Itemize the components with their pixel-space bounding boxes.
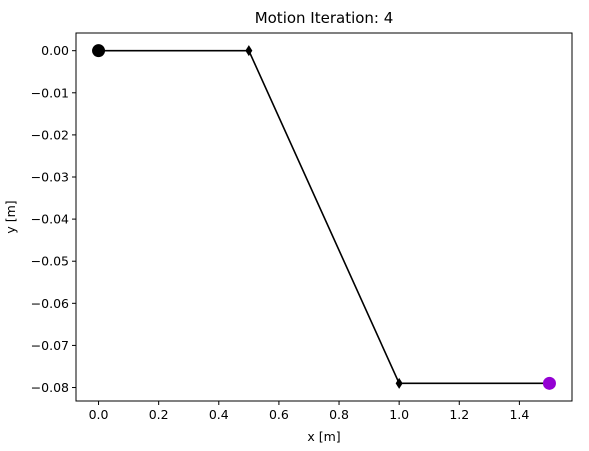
x-tick-label: 0.8 — [329, 407, 349, 422]
x-tick-label: 0.4 — [209, 407, 229, 422]
y-tick-label: −0.03 — [31, 170, 69, 185]
y-tick-label: −0.07 — [31, 338, 69, 353]
joint-point — [395, 377, 403, 389]
y-tick-label: −0.04 — [31, 212, 69, 227]
y-axis-label: y [m] — [3, 200, 18, 233]
y-tick-label: −0.02 — [31, 127, 69, 142]
end-effector-point — [542, 376, 556, 390]
base-point — [92, 44, 106, 58]
chart-marks — [92, 44, 556, 390]
x-tick-label: 1.2 — [449, 407, 469, 422]
y-tick-label: −0.08 — [31, 380, 69, 395]
y-tick-label: −0.05 — [31, 254, 69, 269]
x-tick-label: 0.2 — [149, 407, 169, 422]
y-tick-label: −0.01 — [31, 85, 69, 100]
chart-title: Motion Iteration: 4 — [255, 9, 394, 27]
y-tick-label: −0.06 — [31, 296, 69, 311]
link-line — [98, 49, 550, 385]
y-axis-ticks: 0.00 −0.01 −0.02 −0.03 −0.04 −0.05 −0.06 −0.07 −… — [31, 43, 76, 395]
y-tick-label: 0.00 — [41, 43, 69, 58]
x-axis-ticks: 0.0 0.2 0.4 0.6 0.8 1.0 1.2 1.4 — [89, 401, 529, 422]
x-tick-label: 1.4 — [509, 407, 529, 422]
x-tick-label: 1.0 — [389, 407, 409, 422]
x-axis-label: x [m] — [307, 429, 340, 444]
x-tick-label: 0.6 — [269, 407, 289, 422]
joint-point — [245, 45, 253, 57]
plot-frame — [75, 32, 573, 402]
x-tick-label: 0.0 — [89, 407, 109, 422]
